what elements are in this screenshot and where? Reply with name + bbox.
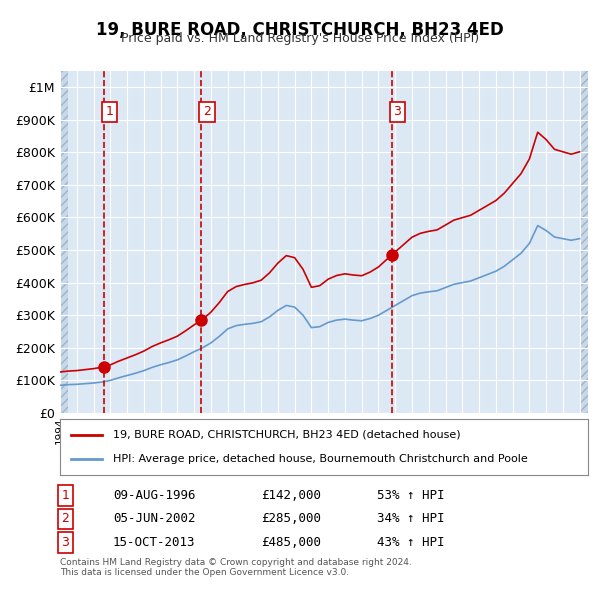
Text: 43% ↑ HPI: 43% ↑ HPI: [377, 536, 444, 549]
Text: 09-AUG-1996: 09-AUG-1996: [113, 489, 196, 502]
Text: 05-JUN-2002: 05-JUN-2002: [113, 513, 196, 526]
Text: Price paid vs. HM Land Registry's House Price Index (HPI): Price paid vs. HM Land Registry's House …: [121, 32, 479, 45]
Bar: [60, 71, 68, 413]
Text: 53% ↑ HPI: 53% ↑ HPI: [377, 489, 444, 502]
Text: HPI: Average price, detached house, Bournemouth Christchurch and Poole: HPI: Average price, detached house, Bour…: [113, 454, 527, 464]
Text: Contains HM Land Registry data © Crown copyright and database right 2024.
This d: Contains HM Land Registry data © Crown c…: [60, 558, 412, 577]
Text: £485,000: £485,000: [260, 536, 320, 549]
Text: £142,000: £142,000: [260, 489, 320, 502]
Text: £285,000: £285,000: [260, 513, 320, 526]
Text: 1: 1: [61, 489, 69, 502]
Text: 19, BURE ROAD, CHRISTCHURCH, BH23 4ED: 19, BURE ROAD, CHRISTCHURCH, BH23 4ED: [96, 21, 504, 39]
Text: 3: 3: [61, 536, 69, 549]
Text: 34% ↑ HPI: 34% ↑ HPI: [377, 513, 444, 526]
Text: 1: 1: [105, 106, 113, 119]
Text: 19, BURE ROAD, CHRISTCHURCH, BH23 4ED (detached house): 19, BURE ROAD, CHRISTCHURCH, BH23 4ED (d…: [113, 430, 460, 440]
Bar: [580, 71, 588, 413]
Text: 3: 3: [394, 106, 401, 119]
Text: 15-OCT-2013: 15-OCT-2013: [113, 536, 196, 549]
Text: 2: 2: [61, 513, 69, 526]
Text: 2: 2: [203, 106, 211, 119]
